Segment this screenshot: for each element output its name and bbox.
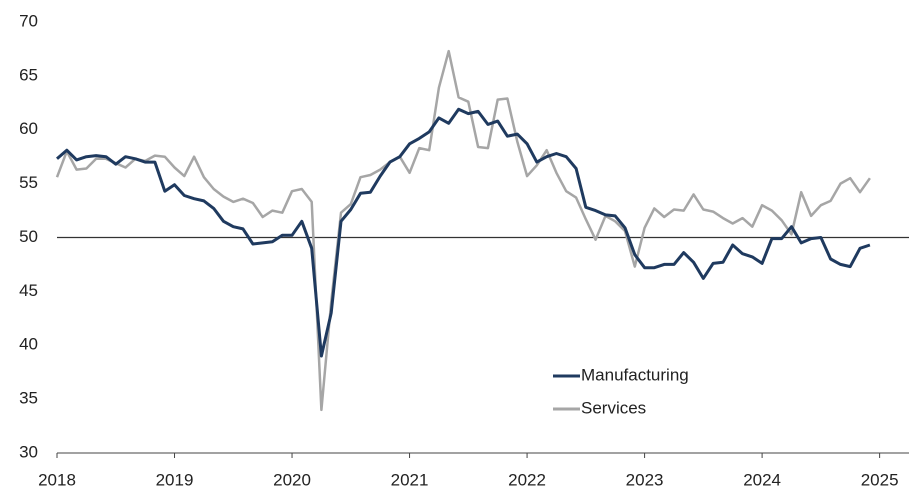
y-tick-label: 65 <box>19 65 38 84</box>
x-tick-label: 2020 <box>273 470 311 489</box>
y-tick-label: 70 <box>19 11 38 30</box>
x-tick-label: 2023 <box>626 470 664 489</box>
legend-label: Services <box>581 398 646 417</box>
series-line <box>55 49 871 412</box>
legend-label: Manufacturing <box>581 365 689 384</box>
y-tick-label: 30 <box>19 442 38 461</box>
series-line <box>56 107 871 358</box>
x-tick-label: 2022 <box>508 470 546 489</box>
x-tick-label: 2021 <box>391 470 429 489</box>
x-tick-label: 2025 <box>861 470 899 489</box>
x-tick-label: 2019 <box>156 470 194 489</box>
x-tick-label: 2018 <box>38 470 76 489</box>
y-tick-label: 55 <box>19 173 38 192</box>
y-tick-label: 50 <box>19 227 38 246</box>
y-tick-label: 60 <box>19 119 38 138</box>
y-tick-label: 35 <box>19 389 38 408</box>
x-tick-label: 2024 <box>743 470 781 489</box>
y-tick-label: 45 <box>19 281 38 300</box>
y-tick-label: 40 <box>19 335 38 354</box>
